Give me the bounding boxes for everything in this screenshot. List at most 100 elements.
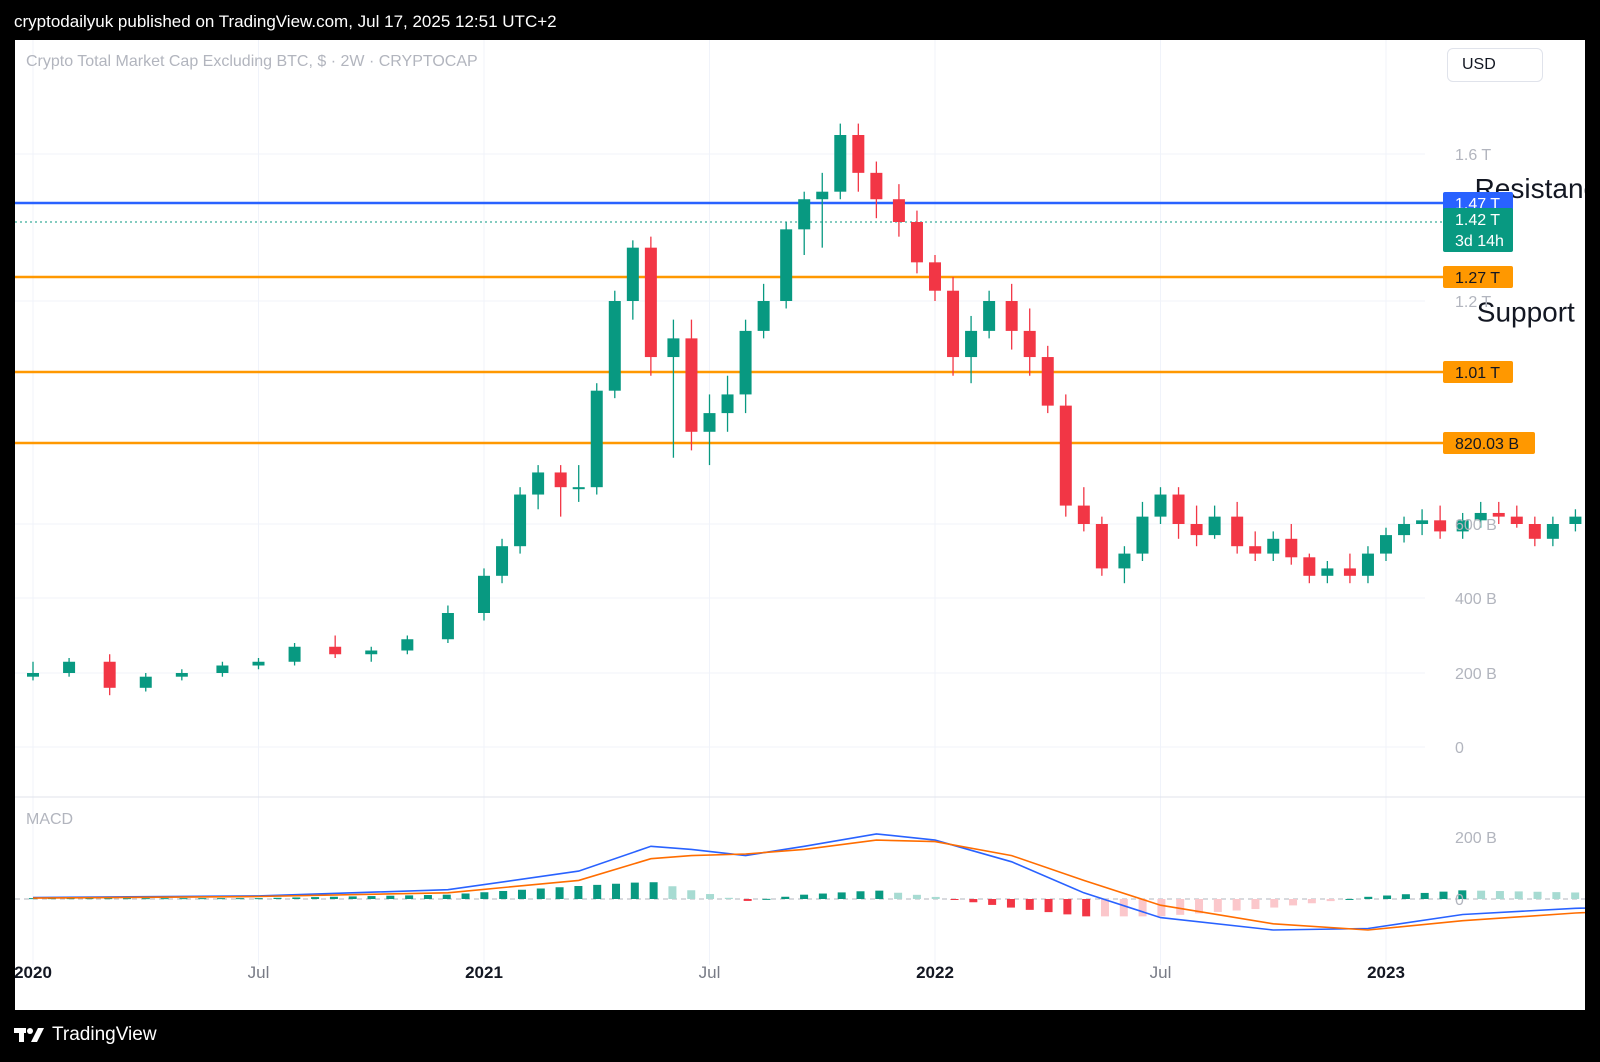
price-badge-bg [1443,266,1513,288]
price-badge: 1.01 T [1443,361,1513,383]
candle-body [1190,524,1203,536]
candle [572,465,585,502]
macd-histogram-bar [1439,891,1448,899]
currency-button[interactable]: USD [1447,48,1543,82]
price-badge-label: 820.03 B [1455,436,1519,453]
time-axis-tick: Jul [699,963,721,982]
macd-histogram-bar [311,897,320,899]
macd-histogram-bar [217,898,226,900]
candle-body [1023,330,1036,358]
macd-histogram-bar [1270,899,1279,908]
macd-histogram-bar [762,898,771,900]
macd-histogram-bar [367,896,376,899]
macd-histogram-bar [499,890,508,899]
candle-body [514,494,527,547]
candle [288,643,301,666]
macd-histogram-bar [1401,894,1410,899]
candle-body [1172,494,1185,524]
candle-body [1416,520,1429,524]
candle-body [1343,568,1356,576]
macd-histogram-bar [706,894,715,899]
candle [1077,487,1090,532]
macd-histogram-bar [1326,899,1335,902]
macd-histogram-bar [141,898,150,900]
price-axis-tick: 400 B [1455,591,1497,608]
macd-histogram-bar [668,886,677,899]
candle [965,315,978,384]
macd-histogram-bar [931,896,940,899]
macd-histogram-bar [1063,899,1072,915]
footer-brand-label: TradingView [52,1024,157,1045]
candle [496,538,509,584]
candles [27,123,1582,696]
candle [1136,501,1149,561]
macd-histogram-bar [800,894,809,899]
footer-brand[interactable]: TradingView [14,1024,157,1046]
candle-body [780,229,793,301]
macd-histogram-bar [1514,891,1523,899]
macd-indicator-label[interactable]: MACD [26,811,74,828]
candle [1380,527,1392,561]
candle-body [721,394,734,414]
candle-body [401,639,414,651]
macd-histogram-bar [555,887,564,899]
time-axis-tick: Jul [1150,963,1172,982]
macd-histogram-bar [198,898,207,900]
candle [514,487,527,554]
price-axis-tick: 600 B [1455,517,1497,534]
price-axis-tick: 0 [1455,740,1464,757]
macd-histogram-bar [612,883,621,899]
candle [757,283,770,339]
candle [478,568,490,621]
candle-body [1005,301,1018,331]
macd-signal-line [32,839,1585,931]
macd-histogram-bar [348,896,357,899]
macd-histogram-bar [329,896,338,899]
candle [1398,516,1411,543]
time-axis-tick: Jul [248,963,270,982]
macd-histogram-bar [837,892,846,899]
macd-histogram-bar [1119,899,1128,917]
candle-body [1361,553,1374,576]
time-axis-tick: 2023 [1367,963,1405,982]
candle [1041,345,1054,414]
price-badge-label: 1.27 T [1455,270,1500,287]
macd-histogram-bar [1533,891,1542,899]
macd-histogram-bar [1495,891,1504,899]
candle-body [288,646,301,662]
candle-body [1492,512,1505,517]
candle [892,184,905,237]
candle [27,661,39,681]
candle [1267,531,1280,561]
price-badge-bg [1443,432,1535,454]
macd-histogram-bar [405,895,414,899]
candle-body [757,301,770,331]
macd-histogram-bar [574,886,583,899]
macd-histogram-bar [593,884,602,899]
candle [1456,512,1469,539]
candle [1303,553,1316,584]
candle [1528,516,1541,547]
candle [252,658,265,670]
candle-body [27,673,39,677]
candle-body [929,262,941,291]
candle [329,635,342,658]
macd-histogram-bar [894,892,903,899]
candle [644,236,657,376]
candle [852,123,865,192]
candle [63,658,76,677]
macd-histogram-bar [969,899,978,903]
candle [365,646,378,662]
macd-histogram-bar [1195,899,1204,914]
macd-histogram-bar [1251,899,1260,910]
candle [532,465,545,510]
macd-histogram-bar [1289,899,1298,906]
candle-body [532,472,545,495]
candle-body [1380,535,1392,554]
candle-body [965,330,978,358]
macd-histogram-bar [1138,899,1147,917]
candle-body [572,487,585,490]
candle-body [667,338,680,358]
macd-histogram-bar [1458,890,1467,899]
